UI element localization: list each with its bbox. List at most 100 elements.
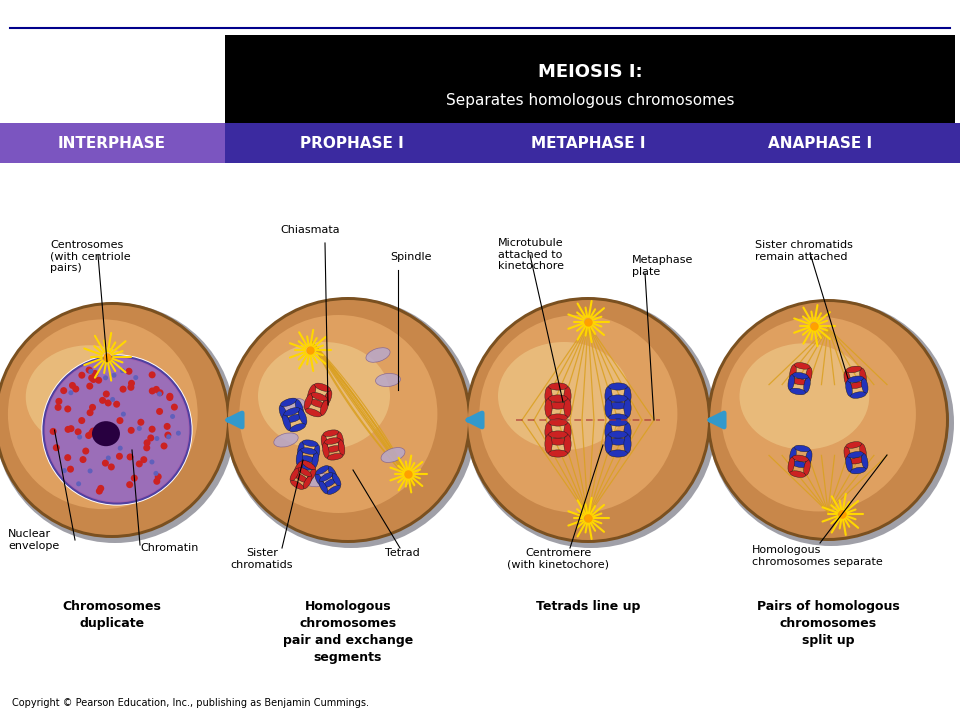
Circle shape <box>149 387 156 395</box>
Ellipse shape <box>564 398 571 418</box>
Circle shape <box>96 487 103 495</box>
Ellipse shape <box>848 376 863 382</box>
Text: Metaphase
plate: Metaphase plate <box>632 255 693 276</box>
Ellipse shape <box>303 476 312 489</box>
Ellipse shape <box>300 456 315 462</box>
Bar <box>0 123 225 163</box>
Circle shape <box>83 448 89 454</box>
Ellipse shape <box>313 444 320 460</box>
Ellipse shape <box>548 450 567 457</box>
Ellipse shape <box>282 415 291 431</box>
Ellipse shape <box>851 467 866 474</box>
Circle shape <box>80 456 86 463</box>
Ellipse shape <box>605 387 612 405</box>
Circle shape <box>60 387 67 394</box>
Ellipse shape <box>324 390 332 406</box>
Text: Nuclear
envelope: Nuclear envelope <box>8 529 60 551</box>
Ellipse shape <box>609 450 628 457</box>
Ellipse shape <box>381 448 405 462</box>
Ellipse shape <box>860 368 866 384</box>
Ellipse shape <box>307 469 316 482</box>
Ellipse shape <box>332 473 341 487</box>
Text: ANAPHASE I: ANAPHASE I <box>768 135 872 150</box>
Text: MEIOSIS I:: MEIOSIS I: <box>538 63 642 81</box>
Ellipse shape <box>45 359 188 502</box>
Ellipse shape <box>849 382 864 389</box>
Ellipse shape <box>790 364 796 380</box>
Ellipse shape <box>239 315 438 513</box>
Ellipse shape <box>26 346 153 449</box>
Circle shape <box>128 384 134 391</box>
Ellipse shape <box>8 320 198 509</box>
Text: Centromere
(with kinetochore): Centromere (with kinetochore) <box>507 548 609 570</box>
Ellipse shape <box>545 398 552 418</box>
Ellipse shape <box>338 440 345 456</box>
Ellipse shape <box>309 399 324 408</box>
Circle shape <box>120 386 127 392</box>
Circle shape <box>77 435 83 439</box>
Circle shape <box>157 392 162 397</box>
Ellipse shape <box>280 398 305 412</box>
Ellipse shape <box>327 485 341 495</box>
Ellipse shape <box>280 398 297 407</box>
Ellipse shape <box>846 381 852 397</box>
Text: PROPHASE I: PROPHASE I <box>300 135 404 150</box>
Ellipse shape <box>609 395 628 402</box>
Ellipse shape <box>298 464 314 470</box>
Ellipse shape <box>325 446 342 452</box>
Ellipse shape <box>849 457 864 464</box>
Ellipse shape <box>805 367 812 383</box>
Circle shape <box>143 444 151 451</box>
Circle shape <box>156 390 163 396</box>
Circle shape <box>61 468 67 473</box>
Circle shape <box>110 397 115 402</box>
Ellipse shape <box>327 454 343 460</box>
Circle shape <box>160 443 168 449</box>
Text: Microtubule
attached to
kinetochore: Microtubule attached to kinetochore <box>498 238 564 271</box>
Ellipse shape <box>274 433 299 447</box>
Ellipse shape <box>0 302 230 538</box>
Circle shape <box>164 431 171 438</box>
Circle shape <box>154 478 160 485</box>
Ellipse shape <box>609 402 628 409</box>
Circle shape <box>88 374 95 382</box>
Circle shape <box>69 382 76 389</box>
Ellipse shape <box>805 450 812 466</box>
Ellipse shape <box>790 388 805 395</box>
Ellipse shape <box>739 343 870 449</box>
Circle shape <box>128 427 134 434</box>
Circle shape <box>86 409 93 416</box>
Circle shape <box>128 380 135 387</box>
Text: Separates homologous chromosomes: Separates homologous chromosomes <box>445 92 734 107</box>
Ellipse shape <box>860 444 866 459</box>
Ellipse shape <box>299 409 307 425</box>
Ellipse shape <box>788 457 795 473</box>
Circle shape <box>155 473 161 480</box>
Ellipse shape <box>305 408 322 417</box>
Ellipse shape <box>0 303 235 543</box>
Ellipse shape <box>279 405 287 421</box>
Circle shape <box>105 400 111 407</box>
Bar <box>0 123 960 163</box>
Ellipse shape <box>315 474 324 487</box>
Ellipse shape <box>92 421 120 446</box>
Circle shape <box>86 382 93 390</box>
Text: METAPHASE I: METAPHASE I <box>531 135 645 150</box>
Circle shape <box>149 372 156 378</box>
Ellipse shape <box>609 383 628 390</box>
Ellipse shape <box>848 451 863 458</box>
Ellipse shape <box>609 414 628 421</box>
Ellipse shape <box>322 435 327 450</box>
Ellipse shape <box>226 298 476 548</box>
Ellipse shape <box>564 434 571 454</box>
Ellipse shape <box>323 430 339 436</box>
Ellipse shape <box>605 423 612 441</box>
Circle shape <box>156 408 163 415</box>
Ellipse shape <box>41 354 193 505</box>
Ellipse shape <box>295 400 303 415</box>
Circle shape <box>149 426 156 433</box>
Ellipse shape <box>545 434 552 454</box>
Ellipse shape <box>846 456 852 472</box>
Ellipse shape <box>846 441 862 449</box>
Text: Homologous
chromosomes
pair and exchange
segments: Homologous chromosomes pair and exchange… <box>283 600 413 664</box>
